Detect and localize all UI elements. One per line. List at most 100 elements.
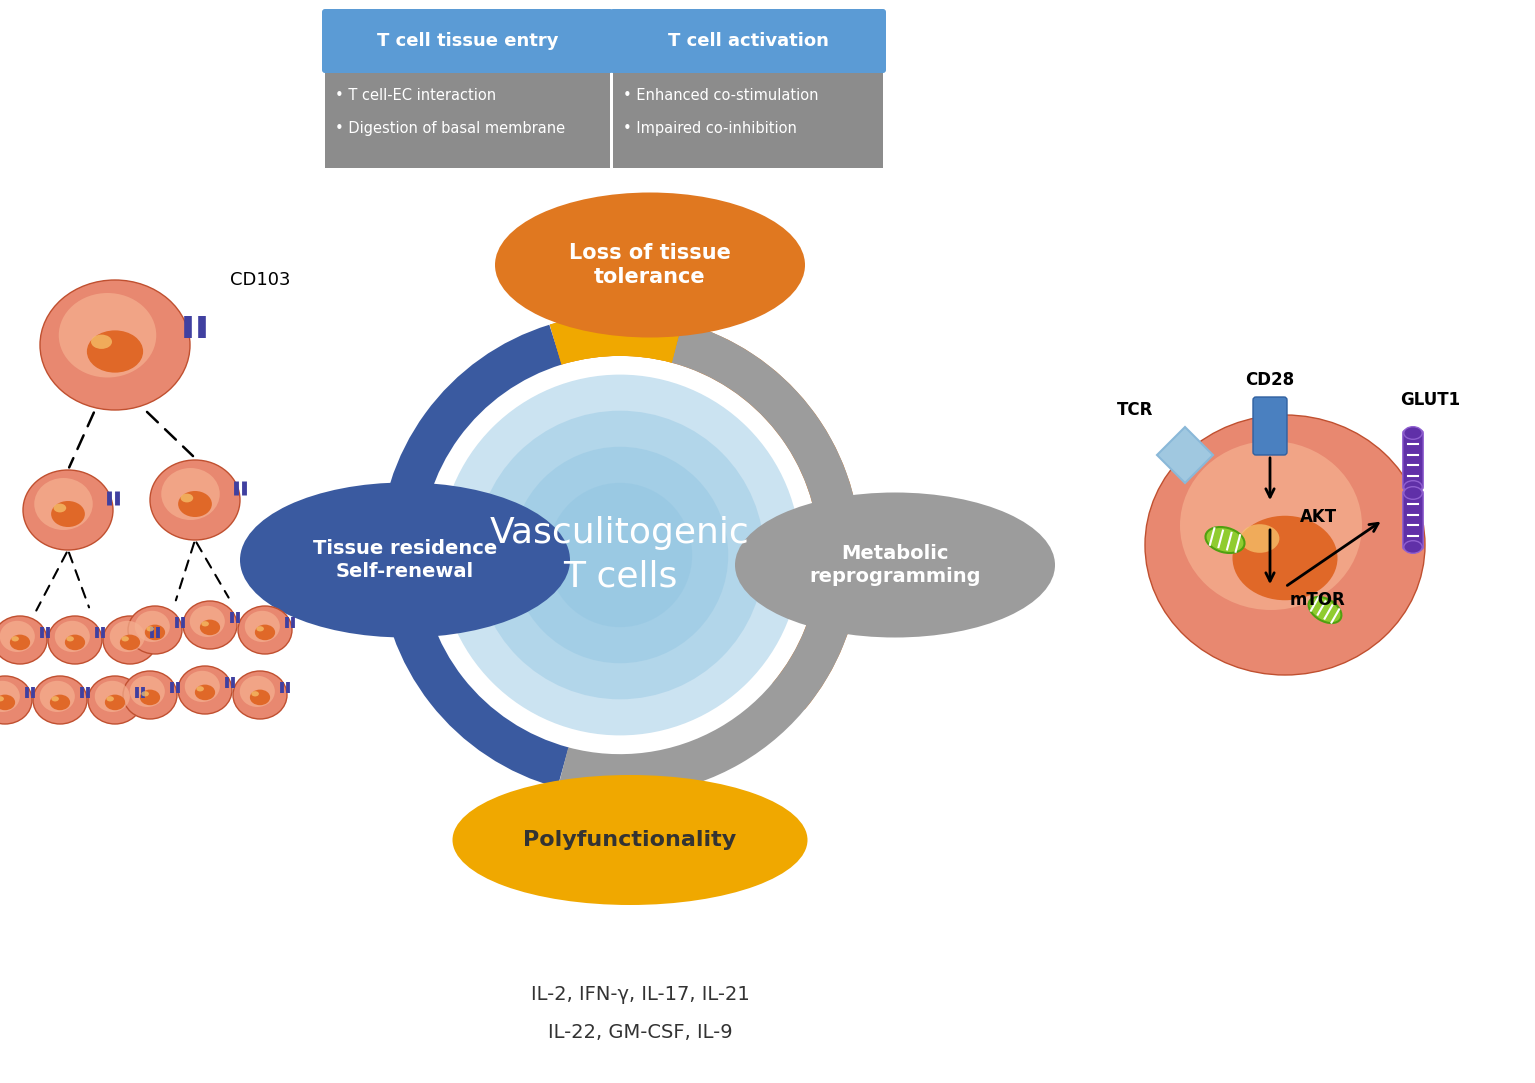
Ellipse shape — [127, 606, 183, 654]
Text: • Digestion of basal membrane: • Digestion of basal membrane — [335, 121, 565, 136]
Text: • Impaired co-inhibition: • Impaired co-inhibition — [623, 121, 797, 136]
Polygon shape — [1157, 427, 1213, 483]
Circle shape — [548, 483, 692, 627]
Ellipse shape — [1233, 516, 1337, 600]
Ellipse shape — [54, 504, 66, 512]
Ellipse shape — [120, 635, 140, 650]
Circle shape — [476, 410, 764, 700]
Ellipse shape — [58, 293, 157, 378]
Ellipse shape — [87, 330, 143, 373]
Text: T cell tissue entry: T cell tissue entry — [376, 32, 559, 50]
Ellipse shape — [1205, 527, 1245, 553]
Ellipse shape — [256, 626, 264, 631]
Ellipse shape — [1405, 427, 1423, 440]
Ellipse shape — [0, 681, 20, 712]
Text: CD103: CD103 — [230, 271, 290, 289]
Ellipse shape — [1405, 540, 1423, 553]
Ellipse shape — [178, 666, 232, 714]
Ellipse shape — [0, 676, 32, 725]
Text: AKT: AKT — [1300, 508, 1337, 526]
Text: Polyfunctionality: Polyfunctionality — [523, 830, 737, 850]
Text: • Enhanced co-stimulation: • Enhanced co-stimulation — [623, 88, 818, 103]
FancyBboxPatch shape — [1403, 490, 1423, 550]
Ellipse shape — [239, 676, 275, 707]
Ellipse shape — [49, 694, 71, 710]
Text: TCR: TCR — [1117, 401, 1153, 419]
Ellipse shape — [494, 193, 804, 338]
Ellipse shape — [1145, 415, 1424, 675]
Ellipse shape — [0, 616, 48, 664]
Ellipse shape — [55, 621, 91, 652]
Ellipse shape — [48, 616, 101, 664]
Text: IL-2, IFN-γ, IL-17, IL-21: IL-2, IFN-γ, IL-17, IL-21 — [531, 986, 749, 1005]
Text: Metabolic
reprogramming: Metabolic reprogramming — [809, 544, 981, 586]
Ellipse shape — [200, 619, 220, 636]
Text: CD28: CD28 — [1245, 371, 1294, 389]
Text: Vasculitogenic
T cells: Vasculitogenic T cells — [490, 517, 751, 593]
FancyBboxPatch shape — [609, 9, 886, 73]
FancyBboxPatch shape — [325, 73, 609, 168]
Ellipse shape — [140, 690, 160, 705]
Text: T cell activation: T cell activation — [668, 32, 829, 50]
Ellipse shape — [103, 616, 157, 664]
Ellipse shape — [1308, 597, 1342, 623]
Text: Tissue residence
Self-renewal: Tissue residence Self-renewal — [313, 538, 497, 582]
FancyBboxPatch shape — [1403, 430, 1423, 490]
Ellipse shape — [0, 694, 15, 710]
Ellipse shape — [34, 478, 92, 530]
Ellipse shape — [130, 676, 164, 707]
Text: Loss of tissue
tolerance: Loss of tissue tolerance — [569, 243, 731, 287]
Ellipse shape — [1240, 524, 1279, 552]
Ellipse shape — [40, 280, 190, 410]
Ellipse shape — [238, 606, 292, 654]
Ellipse shape — [233, 671, 287, 719]
Ellipse shape — [23, 470, 114, 550]
Ellipse shape — [250, 690, 270, 705]
Ellipse shape — [135, 611, 170, 642]
Ellipse shape — [178, 491, 212, 517]
Ellipse shape — [161, 468, 220, 520]
Ellipse shape — [201, 622, 209, 626]
Ellipse shape — [106, 696, 114, 702]
Ellipse shape — [453, 775, 807, 905]
Ellipse shape — [244, 611, 279, 642]
Ellipse shape — [104, 694, 126, 710]
Ellipse shape — [146, 626, 154, 631]
Ellipse shape — [66, 636, 74, 641]
Ellipse shape — [255, 625, 275, 640]
Text: GLUT1: GLUT1 — [1400, 391, 1460, 409]
Ellipse shape — [195, 684, 215, 701]
Ellipse shape — [0, 621, 35, 652]
Circle shape — [511, 447, 728, 663]
Text: • T cell-EC interaction: • T cell-EC interaction — [335, 88, 496, 103]
Ellipse shape — [1180, 441, 1362, 610]
Ellipse shape — [87, 676, 143, 725]
Ellipse shape — [51, 696, 58, 702]
Ellipse shape — [123, 671, 177, 719]
Ellipse shape — [32, 676, 87, 725]
Ellipse shape — [190, 605, 224, 637]
Ellipse shape — [183, 601, 236, 649]
Ellipse shape — [196, 687, 204, 691]
Circle shape — [439, 375, 800, 735]
Ellipse shape — [184, 670, 220, 702]
Ellipse shape — [91, 335, 112, 349]
Ellipse shape — [0, 696, 5, 702]
Ellipse shape — [64, 635, 84, 650]
Ellipse shape — [1405, 486, 1423, 499]
Ellipse shape — [239, 483, 569, 638]
Ellipse shape — [95, 681, 130, 712]
Ellipse shape — [11, 636, 18, 641]
Ellipse shape — [51, 501, 84, 527]
Ellipse shape — [121, 636, 129, 641]
FancyBboxPatch shape — [322, 9, 612, 73]
Ellipse shape — [252, 691, 259, 696]
Ellipse shape — [141, 691, 149, 696]
FancyBboxPatch shape — [1253, 397, 1286, 455]
Ellipse shape — [735, 493, 1055, 638]
Ellipse shape — [150, 460, 239, 540]
Ellipse shape — [109, 621, 144, 652]
Text: mTOR: mTOR — [1289, 591, 1346, 609]
Ellipse shape — [40, 681, 75, 712]
Text: IL-22, GM-CSF, IL-9: IL-22, GM-CSF, IL-9 — [548, 1023, 732, 1043]
